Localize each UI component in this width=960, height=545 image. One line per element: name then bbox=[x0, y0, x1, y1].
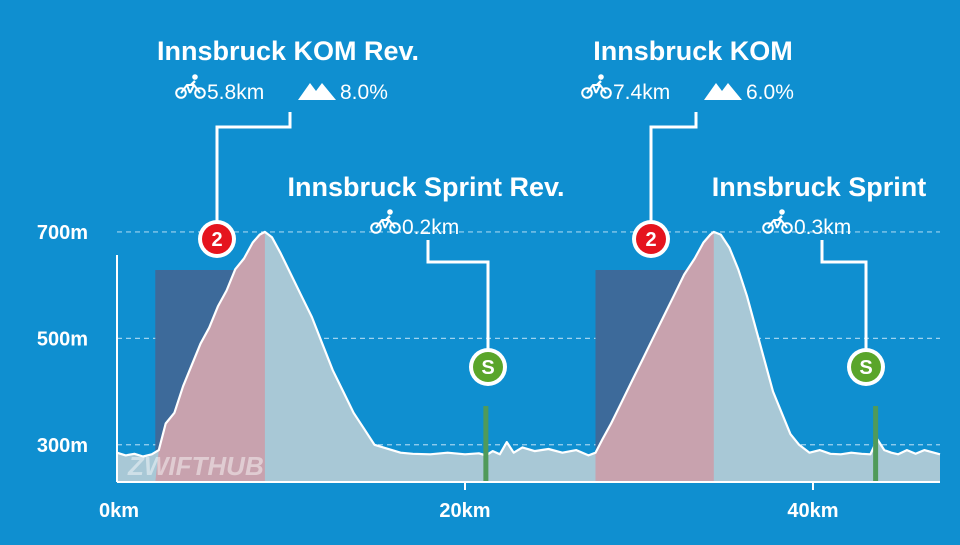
y-tick-label: 300m bbox=[37, 435, 88, 457]
segment-callouts: Innsbruck KOM Rev. 5.8km 8.0% 2 Innsbruck Sp… bbox=[157, 36, 926, 386]
y-tick-label: 500m bbox=[37, 328, 88, 350]
bike-icon bbox=[581, 74, 612, 99]
sprint-line-sprint bbox=[873, 406, 879, 482]
mountain-icon bbox=[704, 83, 742, 100]
segment-title: Innsbruck Sprint Rev. bbox=[287, 172, 564, 202]
leader-line bbox=[820, 240, 868, 350]
elevation-profile-line bbox=[116, 230, 941, 458]
segment-callout-kom: Innsbruck KOM 7.4km 6.0% 2 bbox=[581, 36, 794, 258]
leader-line bbox=[649, 112, 698, 222]
segment-distance: 7.4km bbox=[613, 81, 670, 104]
segment-title: Innsbruck Sprint bbox=[712, 172, 927, 202]
sprint-line-sprint-rev bbox=[483, 406, 489, 482]
segment-grade: 8.0% bbox=[340, 81, 388, 104]
sprint-badge bbox=[473, 352, 503, 382]
zwifthub-watermark: ZWIFTHUB bbox=[127, 451, 264, 481]
mountain-icon bbox=[298, 83, 336, 100]
badge-label: S bbox=[481, 357, 494, 379]
segment-callout-sprint: Innsbruck Sprint 0.3km S bbox=[712, 172, 927, 386]
segment-callout-kom-rev: Innsbruck KOM Rev. 5.8km 8.0% 2 bbox=[157, 36, 419, 258]
badge-label: 2 bbox=[211, 229, 222, 251]
elevation-profile-fill bbox=[117, 231, 940, 482]
bike-icon bbox=[762, 209, 793, 234]
leader-line bbox=[215, 112, 292, 222]
badge-label: 2 bbox=[645, 229, 656, 251]
sprint-markers bbox=[483, 406, 879, 482]
kom-climb-highlights bbox=[155, 231, 714, 482]
segment-distance: 0.2km bbox=[402, 216, 459, 239]
kom-badge bbox=[636, 224, 666, 254]
kom-climb-kom bbox=[595, 231, 714, 482]
x-tick-label: 40km bbox=[787, 500, 838, 522]
segment-distance: 5.8km bbox=[207, 81, 264, 104]
segment-distance: 0.3km bbox=[794, 216, 851, 239]
bike-icon bbox=[175, 74, 206, 99]
sprint-badge bbox=[851, 352, 881, 382]
x-tick-label: 0km bbox=[99, 500, 139, 522]
segment-title: Innsbruck KOM Rev. bbox=[157, 36, 419, 66]
badge-label: S bbox=[859, 357, 872, 379]
leader-line bbox=[426, 240, 490, 350]
segment-title: Innsbruck KOM bbox=[593, 36, 793, 66]
kom-badge bbox=[202, 224, 232, 254]
tick-labels: 300m 500m 700m 0km 20km 40km bbox=[37, 222, 839, 522]
y-tick-label: 700m bbox=[37, 222, 88, 244]
kom-climb-kom-rev bbox=[155, 231, 265, 482]
segment-callout-sprint-rev: Innsbruck Sprint Rev. 0.2km S bbox=[287, 172, 565, 386]
axes bbox=[116, 255, 940, 483]
bike-icon bbox=[370, 209, 401, 234]
segment-grade: 6.0% bbox=[746, 81, 794, 104]
x-tick-label: 20km bbox=[439, 500, 490, 522]
